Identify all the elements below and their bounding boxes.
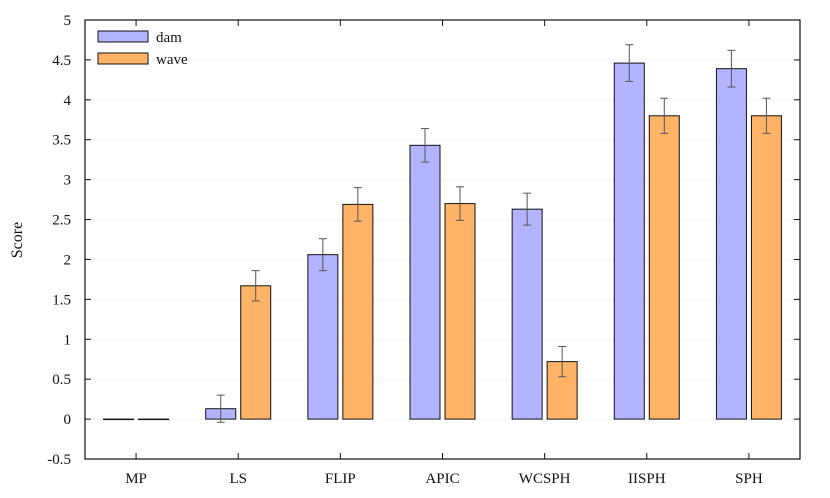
y-tick-label: 4	[64, 93, 72, 109]
x-tick-label: WCSPH	[519, 471, 571, 487]
x-tick-label: MP	[125, 471, 147, 487]
error-bar-wave-apic	[456, 186, 464, 221]
y-axis-label: Score	[9, 222, 26, 258]
bar-dam-apic	[409, 144, 441, 420]
bar-wave-sph	[750, 115, 782, 420]
y-tick-label: 2	[64, 252, 72, 268]
legend-swatch-wave	[97, 52, 149, 65]
legend-label-dam: dam	[156, 30, 182, 46]
legend-label-wave: wave	[156, 52, 188, 68]
error-bar-dam-sph	[727, 49, 736, 88]
bars	[103, 62, 782, 421]
error-bar-dam-ls	[216, 394, 225, 423]
bar-wave-mp	[138, 418, 170, 421]
bar-dam-wcsph	[511, 208, 543, 420]
error-bar-dam-apic	[421, 128, 429, 163]
error-bars	[216, 44, 771, 423]
grid	[85, 59, 800, 420]
error-bar-dam-flip	[318, 238, 327, 272]
bar-dam-sph	[715, 68, 747, 420]
y-tick-label: 3.5	[52, 133, 71, 149]
error-bar-dam-wcsph	[523, 192, 532, 226]
legend-swatch-dam	[97, 30, 149, 43]
y-axis: -0.5 0 0.5 1 1.5 2 2.5 3 3.5 4 4.5 5	[47, 13, 800, 468]
x-tick-label: FLIP	[325, 471, 356, 487]
bar-wave-flip	[342, 203, 374, 420]
y-tick-label: -0.5	[47, 452, 71, 468]
x-tick-label: SPH	[735, 471, 763, 487]
bar-wave-apic	[444, 203, 476, 420]
x-axis: MP LS FLIP APIC WCSPH IISPH SPH	[125, 20, 763, 487]
y-tick-label: 1	[64, 332, 72, 348]
x-tick-label: LS	[229, 471, 247, 487]
bar-wave-iisph	[648, 115, 680, 420]
error-bar-wave-sph	[762, 97, 771, 134]
y-tick-label: 2.5	[52, 213, 71, 229]
bar-dam-mp	[103, 418, 135, 421]
error-bar-wave-iisph	[660, 97, 669, 134]
y-tick-label: 1.5	[52, 292, 71, 308]
plot-frame	[84, 19, 801, 460]
bar-dam-flip	[307, 254, 339, 420]
y-tick-label: 4.5	[52, 53, 71, 69]
error-bar-wave-wcsph	[558, 345, 567, 378]
x-tick-label: APIC	[425, 471, 459, 487]
x-tick-label: IISPH	[628, 471, 666, 487]
error-bar-wave-flip	[353, 187, 362, 222]
bar-dam-iisph	[613, 62, 645, 420]
y-tick-label: 3	[64, 173, 72, 189]
error-bar-wave-ls	[251, 270, 260, 302]
y-tick-label: 5	[64, 13, 72, 29]
y-tick-label: 0.5	[52, 372, 71, 388]
y-tick-label: 0	[64, 412, 72, 428]
bar-wave-ls	[240, 285, 272, 420]
error-bar-dam-iisph	[625, 44, 634, 82]
legend: dam wave	[97, 30, 188, 68]
